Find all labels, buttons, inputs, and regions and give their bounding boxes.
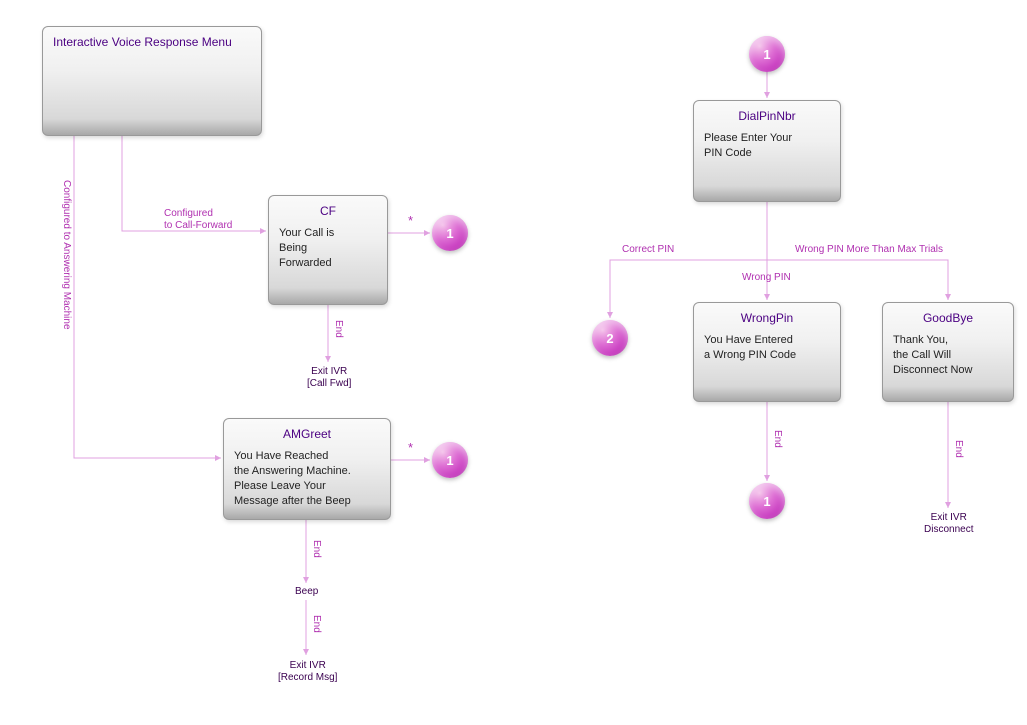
- label-goodbye-end: End: [952, 440, 964, 458]
- label-cf-star: *: [408, 213, 413, 229]
- goodbye-body: Thank You,the Call WillDisconnect Now: [893, 333, 1003, 378]
- circle-label: 1: [763, 494, 770, 509]
- amgreet-node: AMGreet You Have Reachedthe Answering Ma…: [223, 418, 391, 520]
- wrongpin-end-circle: 1: [749, 483, 785, 519]
- label-wrongpin-end: End: [771, 430, 783, 448]
- cf-body: Your Call isBeingForwarded: [279, 226, 377, 271]
- label-amgreet-end1: End: [310, 540, 322, 558]
- dialpin-title: DialPinNbr: [704, 109, 830, 123]
- amgreet-title: AMGreet: [234, 427, 380, 441]
- label-beep: Beep: [295, 586, 318, 598]
- cf-connector-circle: 1: [432, 215, 468, 251]
- amgreet-connector-circle: 1: [432, 442, 468, 478]
- ivr-menu-title: Interactive Voice Response Menu: [53, 35, 251, 49]
- circle-label: 2: [606, 331, 613, 346]
- cf-title: CF: [279, 204, 377, 218]
- circle-label: 1: [763, 47, 770, 62]
- dialpin-top-circle: 1: [749, 36, 785, 72]
- label-amgreet-end2: End: [310, 615, 322, 633]
- dialpin-body: Please Enter YourPIN Code: [704, 131, 830, 161]
- label-exit-call-fwd: Exit IVR[Call Fwd]: [307, 366, 351, 390]
- label-configured-cf: Configuredto Call-Forward: [164, 208, 232, 232]
- label-wrong-pin: Wrong PIN: [742, 272, 791, 284]
- label-amgreet-star: *: [408, 440, 413, 456]
- wrongpin-body: You Have Entereda Wrong PIN Code: [704, 333, 830, 363]
- goodbye-title: GoodBye: [893, 311, 1003, 325]
- label-cf-end: End: [332, 320, 344, 338]
- wrongpin-title: WrongPin: [704, 311, 830, 325]
- dialpin-node: DialPinNbr Please Enter YourPIN Code: [693, 100, 841, 202]
- circle-label: 1: [446, 453, 453, 468]
- label-exit-disconnect: Exit IVRDisconnect: [924, 512, 973, 536]
- label-exit-record: Exit IVR[Record Msg]: [278, 660, 337, 684]
- ivr-menu-node: Interactive Voice Response Menu: [42, 26, 262, 136]
- label-wrong-pin-max: Wrong PIN More Than Max Trials: [795, 244, 943, 256]
- correct-pin-circle: 2: [592, 320, 628, 356]
- cf-node: CF Your Call isBeingForwarded: [268, 195, 388, 305]
- label-configured-am: Configured to Answering Machine: [60, 180, 72, 330]
- wrongpin-node: WrongPin You Have Entereda Wrong PIN Cod…: [693, 302, 841, 402]
- goodbye-node: GoodBye Thank You,the Call WillDisconnec…: [882, 302, 1014, 402]
- amgreet-body: You Have Reachedthe Answering Machine.Pl…: [234, 449, 380, 508]
- label-correct-pin: Correct PIN: [622, 244, 674, 256]
- circle-label: 1: [446, 226, 453, 241]
